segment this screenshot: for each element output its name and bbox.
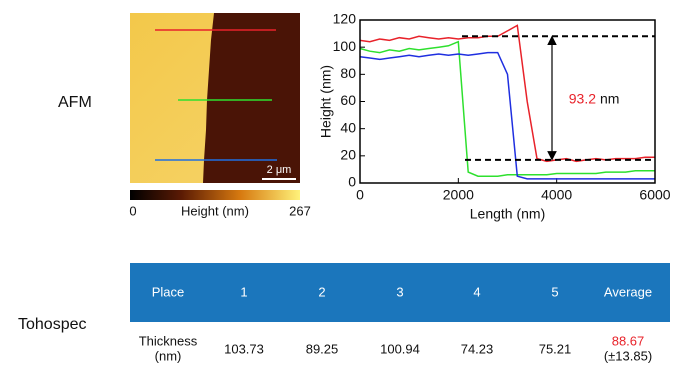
table-cell: 100.94 bbox=[380, 341, 420, 356]
header-cell: 4 bbox=[473, 284, 480, 299]
data-line bbox=[360, 42, 655, 177]
table: Place 1 2 3 4 5 Average Thickness(nm) 103.73 89.2… bbox=[130, 263, 670, 363]
colorbar bbox=[130, 190, 300, 200]
annotation-value: 93.2 bbox=[569, 91, 596, 107]
header-cell: 2 bbox=[318, 284, 325, 299]
colorbar-min: 0 bbox=[129, 203, 136, 218]
table-cell: 103.73 bbox=[224, 341, 264, 356]
x-axis-label: Length (nm) bbox=[470, 206, 545, 222]
x-tick-label: 2000 bbox=[443, 187, 474, 203]
row-label: Thickness bbox=[139, 333, 198, 348]
scale-bar-label: 2 μm bbox=[267, 164, 292, 176]
average-sd-cell: (±13.85) bbox=[604, 348, 652, 363]
y-tick-label: 40 bbox=[340, 119, 356, 135]
y-tick-label: 20 bbox=[340, 147, 356, 163]
row-label: (nm) bbox=[155, 348, 182, 363]
y-tick-label: 120 bbox=[333, 11, 357, 27]
header-cell: Average bbox=[604, 284, 652, 299]
line-chart: 0 20 40 60 80 100 120 0 2000 4000 6000 Length (nm) H… bbox=[318, 11, 671, 222]
afm-label: AFM bbox=[58, 94, 92, 111]
average-cell: 88.67 bbox=[612, 333, 645, 348]
x-tick-label: 0 bbox=[356, 187, 364, 203]
header-cell: Place bbox=[152, 284, 185, 299]
y-tick-label: 80 bbox=[340, 65, 356, 81]
figure: AFM Tohospec 2 μm 0 Height (nm) 267 0204… bbox=[0, 0, 675, 365]
y-axis-label: Height (nm) bbox=[318, 65, 334, 138]
header-cell: 3 bbox=[396, 284, 403, 299]
x-tick-label: 6000 bbox=[639, 187, 670, 203]
colorbar-label: Height (nm) bbox=[181, 203, 249, 218]
header-cell: 5 bbox=[551, 284, 558, 299]
colorbar-max: 267 bbox=[289, 203, 311, 218]
table-cell: 75.21 bbox=[539, 341, 572, 356]
afm-image: 2 μm 0 Height (nm) 267 bbox=[129, 13, 310, 218]
x-tick-label: 4000 bbox=[541, 187, 572, 203]
tohospec-label: Tohospec bbox=[18, 316, 87, 333]
table-cell: 74.23 bbox=[461, 341, 494, 356]
y-tick-label: 100 bbox=[333, 38, 357, 54]
header-cell: 1 bbox=[240, 284, 247, 299]
y-tick-label: 60 bbox=[340, 92, 356, 108]
afm-substrate bbox=[203, 13, 300, 183]
table-cell: 89.25 bbox=[306, 341, 339, 356]
annotation-unit: nm bbox=[600, 91, 619, 107]
y-tick-label: 0 bbox=[348, 174, 356, 190]
